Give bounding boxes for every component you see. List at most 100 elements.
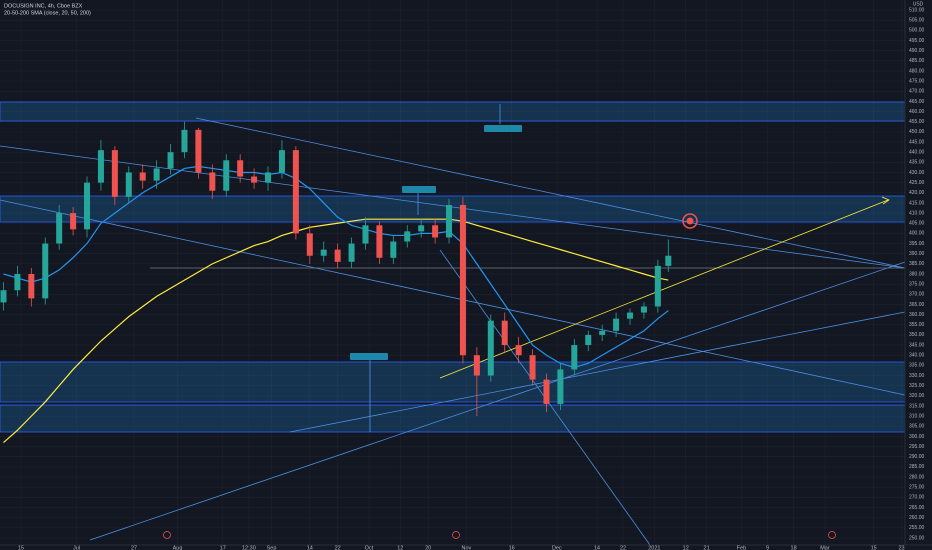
candle-body — [529, 355, 536, 380]
x-tick-label: 14 — [594, 545, 600, 550]
target-dot — [686, 217, 694, 225]
y-tick-label: 340.00 — [909, 353, 925, 359]
x-tick-label: 20 — [425, 545, 431, 550]
y-tick-label: 485.00 — [909, 58, 925, 64]
candle-body — [306, 233, 313, 256]
candle-body — [487, 320, 494, 376]
candle-body — [599, 330, 606, 335]
candle-body — [28, 274, 35, 299]
candle-body — [473, 355, 480, 376]
arrow-head — [881, 196, 890, 205]
x-tick-label: 15 — [18, 545, 24, 550]
x-tick-label: 16 — [509, 545, 515, 550]
plot — [0, 121, 672, 443]
y-tick-label: 460.00 — [909, 109, 925, 115]
x-tick-label: 23 — [898, 545, 904, 550]
y-tick-label: 335.00 — [909, 363, 925, 369]
x-tick-label: 18 — [791, 545, 797, 550]
candle-body — [278, 150, 285, 173]
event-markers — [163, 531, 836, 539]
trend-line — [289, 311, 906, 433]
y-tick-label: 405.00 — [909, 221, 925, 227]
y-tick-label: 470.00 — [909, 89, 925, 95]
trend-line — [89, 261, 906, 541]
candle-body — [571, 345, 578, 370]
candle-body — [432, 225, 439, 238]
y-tick-label: 265.00 — [909, 505, 925, 511]
y-tick-label: 385.00 — [909, 261, 925, 267]
y-tick-label: 465.00 — [909, 99, 925, 105]
candle-body — [320, 249, 327, 256]
x-tick-label: 14 — [307, 545, 313, 550]
candle-body — [376, 225, 383, 258]
y-tick-label: 355.00 — [909, 322, 925, 328]
candle-body — [557, 369, 564, 404]
candle-body — [292, 150, 299, 234]
x-tick-label: Feb — [737, 545, 746, 550]
candle-body — [543, 379, 550, 404]
drawings — [0, 104, 906, 546]
x-tick-label: Aug — [173, 545, 183, 550]
candle-body — [654, 265, 661, 307]
y-tick-label: 295.00 — [909, 444, 925, 450]
y-tick-label: 395.00 — [909, 241, 925, 247]
annotation-box — [350, 353, 388, 360]
candle-body — [237, 160, 244, 177]
candle-body — [459, 204, 466, 356]
y-tick-label: 270.00 — [909, 495, 925, 501]
y-tick-label: 375.00 — [909, 281, 925, 287]
y-tick-label: 290.00 — [909, 454, 925, 460]
y-tick-label: 505.00 — [909, 18, 925, 24]
y-tick-label: 300.00 — [909, 434, 925, 440]
y-tick-label: 390.00 — [909, 251, 925, 257]
yellow-trend-line — [439, 199, 889, 379]
currency-label: USD — [913, 1, 924, 7]
zone — [0, 361, 906, 403]
y-tick-label: 310.00 — [909, 413, 925, 419]
event-marker — [163, 531, 171, 539]
zone — [0, 101, 906, 122]
x-tick-label: 15 — [871, 545, 877, 550]
candle-body — [181, 129, 188, 153]
x-tick-label: 22 — [335, 545, 341, 550]
y-tick-label: 380.00 — [909, 271, 925, 277]
y-tick-label: 500.00 — [909, 28, 925, 34]
candle-body — [627, 312, 634, 319]
y-tick-label: 440.00 — [909, 150, 925, 156]
candle-body — [665, 255, 672, 266]
y-tick-label: 285.00 — [909, 464, 925, 470]
y-tick-label: 360.00 — [909, 312, 925, 318]
x-tick-label: 12 — [683, 545, 689, 550]
event-marker — [828, 531, 836, 539]
y-tick-label: 345.00 — [909, 342, 925, 348]
candle-body — [515, 345, 522, 356]
y-tick-label: 420.00 — [909, 190, 925, 196]
candle-body — [209, 172, 216, 191]
candle-body — [334, 249, 341, 262]
y-tick-label: 425.00 — [909, 180, 925, 186]
indicator-legend: 20-50-200 SMA (close, 20, 50, 200) — [4, 10, 91, 16]
event-marker — [452, 531, 460, 539]
candle-body — [125, 172, 132, 197]
y-tick-label: 325.00 — [909, 383, 925, 389]
candle-body — [585, 334, 592, 346]
y-tick-label: 330.00 — [909, 373, 925, 379]
y-tick-label: 510.00 — [909, 7, 925, 13]
annotation-box — [402, 186, 436, 193]
trend-line — [195, 117, 906, 269]
candle-body — [56, 213, 63, 244]
zone — [0, 404, 906, 433]
y-tick-label: 480.00 — [909, 68, 925, 74]
y-tick-label: 365.00 — [909, 302, 925, 308]
y-tick-label: 320.00 — [909, 393, 925, 399]
y-tick-label: 490.00 — [909, 48, 925, 54]
candle-body — [97, 150, 104, 183]
candle-body — [111, 150, 118, 197]
x-tick-label: Mar — [820, 545, 830, 550]
annotation-box — [484, 125, 522, 132]
candle-body — [404, 231, 411, 242]
target-ring — [682, 213, 698, 229]
y-tick-label: 430.00 — [909, 170, 925, 176]
candle-body — [139, 172, 146, 181]
